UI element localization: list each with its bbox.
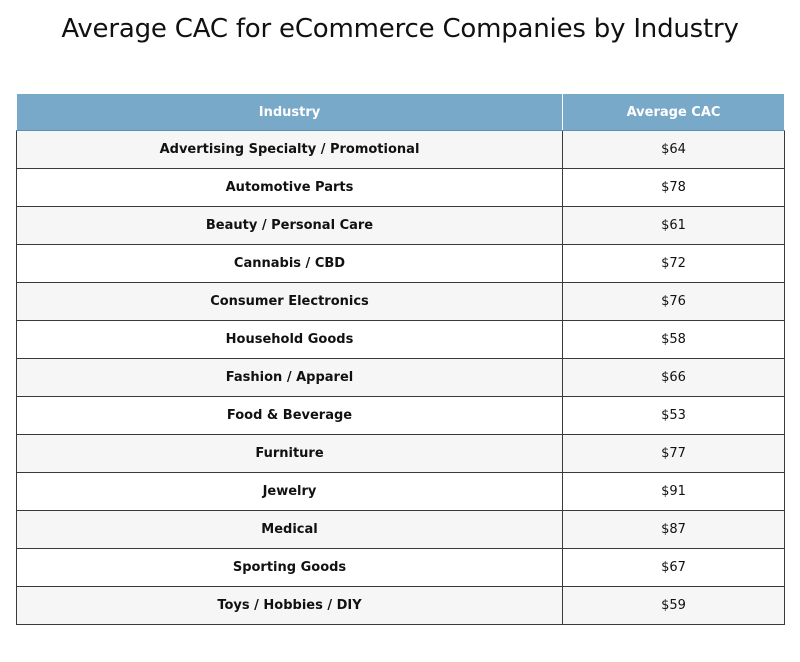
industry-cell: Food & Beverage	[16, 396, 563, 435]
table-row: Food & Beverage $53	[16, 396, 785, 435]
cac-cell: $91	[562, 472, 785, 511]
table-row: Fashion / Apparel $66	[16, 358, 785, 397]
column-header-industry: Industry	[16, 93, 563, 131]
table-row: Advertising Specialty / Promotional $64	[16, 130, 785, 169]
table-row: Sporting Goods $67	[16, 548, 785, 587]
industry-cell: Toys / Hobbies / DIY	[16, 586, 563, 625]
table-row: Furniture $77	[16, 434, 785, 473]
industry-cell: Furniture	[16, 434, 563, 473]
table-row: Toys / Hobbies / DIY $59	[16, 586, 785, 625]
industry-cell: Medical	[16, 510, 563, 549]
table-header-row: Industry Average CAC	[16, 93, 785, 131]
cac-cell: $72	[562, 244, 785, 283]
table-row: Medical $87	[16, 510, 785, 549]
cac-cell: $76	[562, 282, 785, 321]
cac-cell: $67	[562, 548, 785, 587]
industry-cell: Cannabis / CBD	[16, 244, 563, 283]
cac-cell: $78	[562, 168, 785, 207]
cac-table: Industry Average CAC Advertising Special…	[16, 93, 785, 625]
cac-cell: $53	[562, 396, 785, 435]
cac-cell: $59	[562, 586, 785, 625]
table-row: Jewelry $91	[16, 472, 785, 511]
industry-cell: Fashion / Apparel	[16, 358, 563, 397]
table-row: Cannabis / CBD $72	[16, 244, 785, 283]
cac-cell: $61	[562, 206, 785, 245]
industry-cell: Consumer Electronics	[16, 282, 563, 321]
cac-cell: $66	[562, 358, 785, 397]
column-header-average-cac: Average CAC	[562, 93, 785, 131]
table-row: Automotive Parts $78	[16, 168, 785, 207]
industry-cell: Sporting Goods	[16, 548, 563, 587]
cac-cell: $87	[562, 510, 785, 549]
industry-cell: Automotive Parts	[16, 168, 563, 207]
table-row: Beauty / Personal Care $61	[16, 206, 785, 245]
industry-cell: Beauty / Personal Care	[16, 206, 563, 245]
industry-cell: Household Goods	[16, 320, 563, 359]
industry-cell: Advertising Specialty / Promotional	[16, 130, 563, 169]
page-title: Average CAC for eCommerce Companies by I…	[61, 14, 739, 44]
industry-cell: Jewelry	[16, 472, 563, 511]
table-row: Household Goods $58	[16, 320, 785, 359]
cac-cell: $64	[562, 130, 785, 169]
table-row: Consumer Electronics $76	[16, 282, 785, 321]
cac-cell: $77	[562, 434, 785, 473]
cac-cell: $58	[562, 320, 785, 359]
